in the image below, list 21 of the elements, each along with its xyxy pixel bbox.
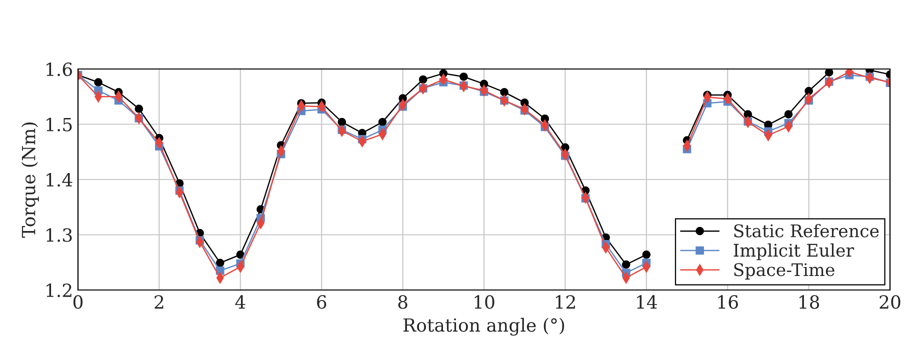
x-tick-label: 14 [637,295,657,309]
x-axis-title: Rotation angle (°) [403,318,564,336]
legend-label: Space-Time [734,263,834,280]
x-tick-label: 16 [718,295,738,309]
x-tick-label: 20 [880,295,900,309]
x-tick-label: 4 [235,295,246,309]
y-tick-label: 1.3 [46,228,72,242]
y-tick-label: 1.2 [46,283,72,298]
legend-label: Implicit Euler [734,243,854,260]
y-axis-title: Torque (Nm) [21,122,39,238]
x-tick-label: 18 [800,295,820,309]
legend-label: Static Reference [734,224,879,238]
y-tick-label: 1.6 [46,62,72,76]
x-tick-label: 2 [154,295,164,309]
y-tick-label: 1.4 [46,172,72,187]
x-tick-label: 10 [474,295,494,309]
x-tick-label: 6 [317,295,326,309]
y-tick-label: 1.5 [46,118,72,132]
x-tick-label: 8 [398,295,408,309]
x-tick-label: 12 [556,295,575,309]
x-tick-label: 0 [73,295,83,309]
